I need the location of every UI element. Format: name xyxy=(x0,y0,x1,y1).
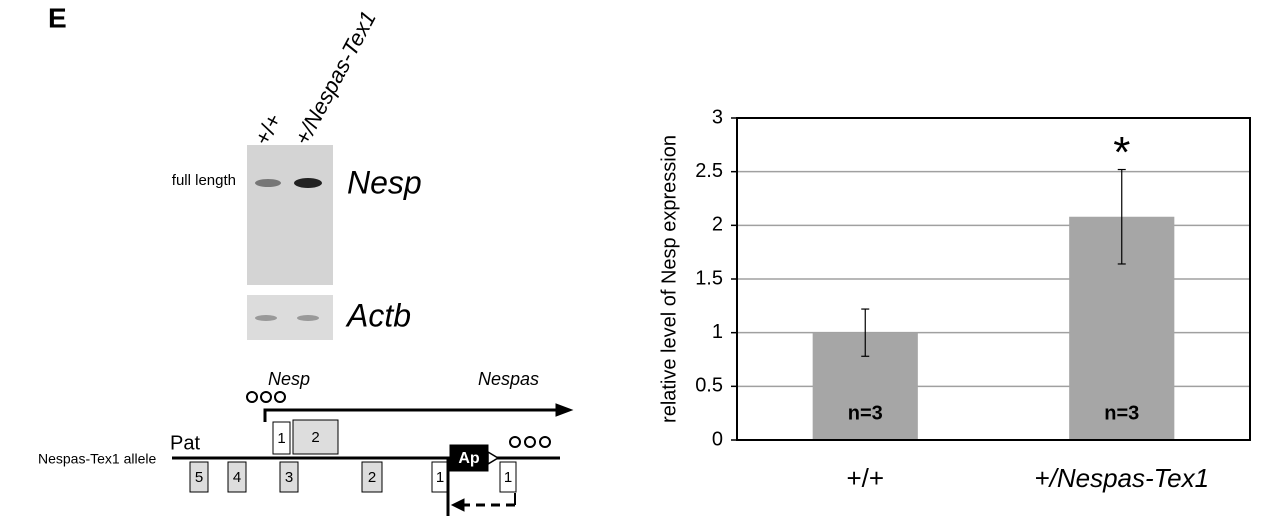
arrow-head xyxy=(452,499,464,511)
blot-band xyxy=(294,178,322,188)
blot-band xyxy=(255,179,281,187)
blot-band xyxy=(297,315,319,321)
methylation xyxy=(275,392,285,402)
exon-label: 3 xyxy=(285,469,293,486)
y-tick-label: 2.5 xyxy=(695,160,723,182)
page: {"panel_label": "E", "blot": {"lanes": [… xyxy=(0,0,1271,516)
exon-label: 1 xyxy=(436,469,444,486)
exon-label: 4 xyxy=(233,469,241,486)
blot-band xyxy=(255,315,277,321)
arrow-head xyxy=(556,404,572,416)
transcript-label: Nespas xyxy=(478,369,539,389)
lane-label: +/+ xyxy=(249,109,286,149)
band-label: full length xyxy=(172,172,236,189)
significance-mark: * xyxy=(1113,128,1130,177)
gene-label: Actb xyxy=(345,297,411,333)
exon-label: 1 xyxy=(277,430,285,447)
blot-image xyxy=(247,145,333,285)
promoter-label: Ap xyxy=(458,450,480,467)
exon-label: 1 xyxy=(504,469,512,486)
x-tick-label: +/Nespas-Tex1 xyxy=(1034,463,1209,493)
y-axis-label: relative level of Nesp expression xyxy=(658,135,680,423)
promoter-triangle xyxy=(488,452,498,464)
y-tick-label: 1 xyxy=(712,321,723,343)
bar-label: n=3 xyxy=(1104,402,1139,424)
y-tick-label: 0 xyxy=(712,428,723,450)
methylation xyxy=(261,392,271,402)
exon-label: 5 xyxy=(195,469,203,486)
transcript-label: Nesp xyxy=(268,369,310,389)
methylation xyxy=(247,392,257,402)
gene-label: Nesp xyxy=(347,164,422,200)
y-tick-label: 0.5 xyxy=(695,375,723,397)
exon-label: 2 xyxy=(368,469,376,486)
panel-label: E xyxy=(48,2,67,33)
allele-label: Nespas-Tex1 allele xyxy=(38,451,156,467)
methylation xyxy=(510,437,520,447)
y-tick-label: 2 xyxy=(712,214,723,236)
methylation xyxy=(540,437,550,447)
y-tick-label: 1.5 xyxy=(695,267,723,289)
x-tick-label: +/+ xyxy=(846,463,884,493)
methylation xyxy=(525,437,535,447)
bar-label: n=3 xyxy=(848,402,883,424)
exon-label: 2 xyxy=(311,429,319,446)
parent-label: Pat xyxy=(170,432,200,454)
gene-diagram xyxy=(172,392,572,516)
bar-chart: 0 0.5 1 1.5 2 2.5 3 +/+ n=3 +/Nespas-Tex1 n=3 * xyxy=(695,106,1250,493)
y-tick-label: 3 xyxy=(712,106,723,128)
lane-label: +/Nespas-Tex1 xyxy=(289,7,380,149)
figure: E +/+ +/Nespas-Tex1 full length Nesp Act… xyxy=(0,0,1271,516)
